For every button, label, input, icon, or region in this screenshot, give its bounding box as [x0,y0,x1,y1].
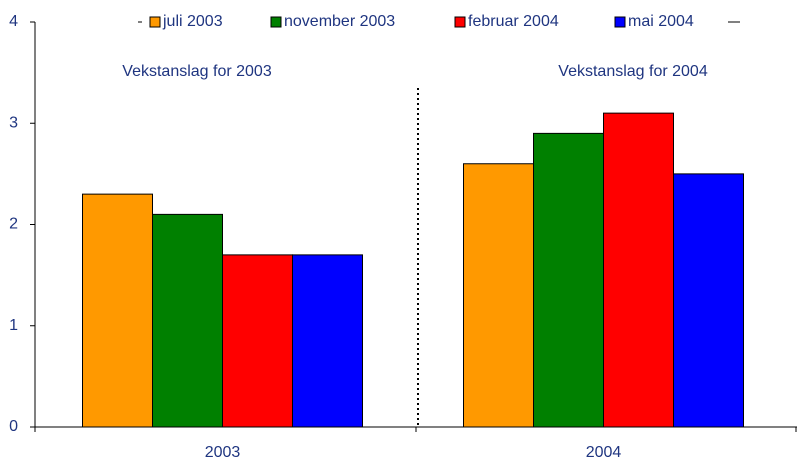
bar [603,112,674,428]
y-tick-label: 2 [9,216,18,233]
legend-label: juli 2003 [162,13,223,30]
legend-label: november 2003 [284,13,395,30]
legend-label: mai 2004 [628,13,694,30]
annotation: Vekstanslag for 2003 [122,63,272,80]
y-tick-label: 4 [9,13,18,30]
legend-swatch [614,16,626,28]
y-tick-label: 3 [9,114,18,131]
legend-box [142,8,728,34]
bar [673,173,744,428]
legend-swatch [149,16,161,28]
bar [292,254,363,428]
bar [82,193,153,428]
bar [463,163,534,428]
legend-label: februar 2004 [468,13,559,30]
legend-swatch [270,16,282,28]
x-tick-label: 2003 [205,444,241,461]
y-tick-label: 0 [9,418,18,435]
legend-swatch [454,16,466,28]
bar [152,213,223,428]
bar [533,132,604,428]
bar [222,254,293,428]
annotation: Vekstanslag for 2004 [558,63,708,80]
x-tick-label: 2004 [586,444,622,461]
y-tick-label: 1 [9,317,18,334]
